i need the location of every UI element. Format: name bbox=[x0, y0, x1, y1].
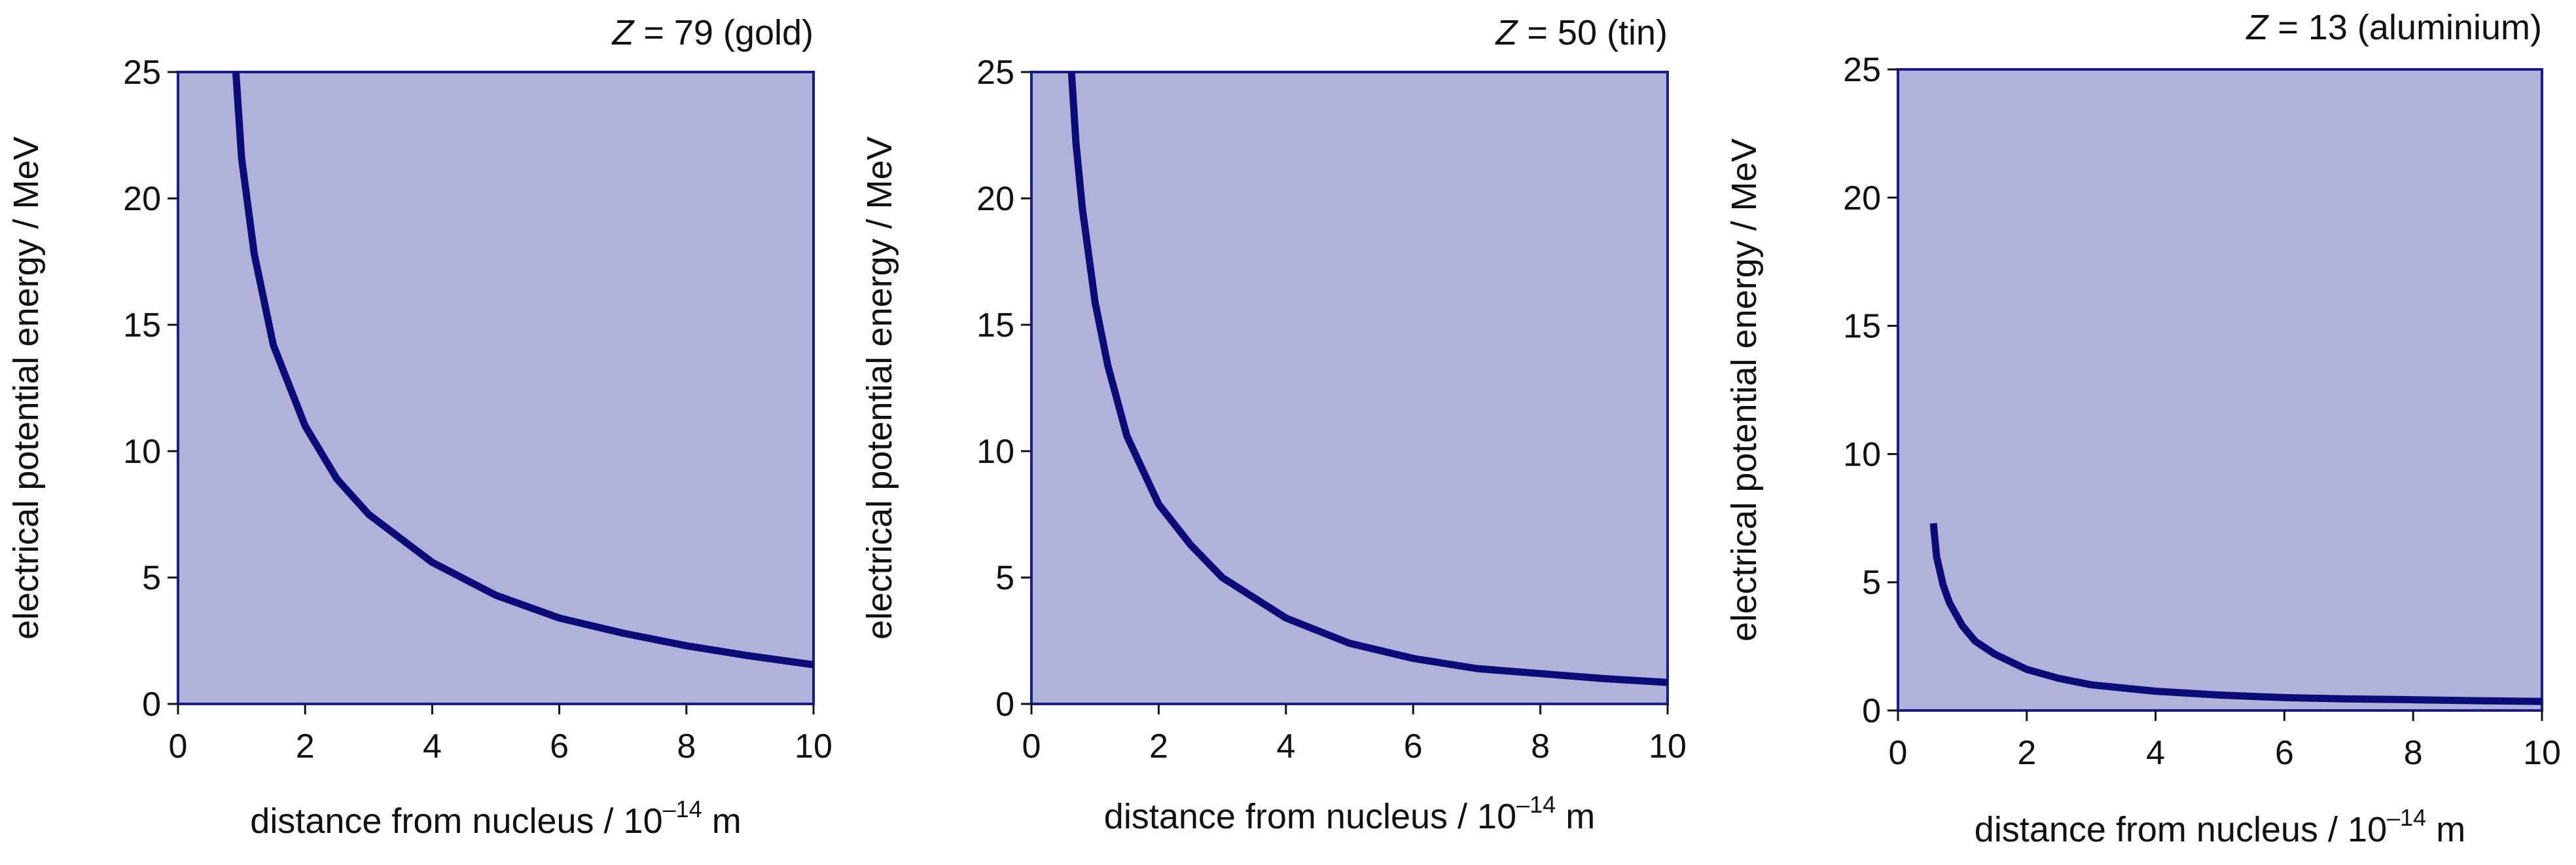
y-tick-label: 5 bbox=[142, 559, 161, 597]
plot-area bbox=[177, 71, 815, 705]
chart-title: Z = 79 (gold) bbox=[611, 13, 814, 52]
y-tick-label: 25 bbox=[1843, 51, 1881, 89]
x-tick-label: 10 bbox=[795, 727, 832, 765]
y-tick-label: 20 bbox=[1843, 179, 1881, 217]
x-tick-label: 2 bbox=[296, 727, 315, 765]
x-axis-label: distance from nucleus / 10–14 m bbox=[1104, 791, 1595, 836]
x-axis-label-exponent: –14 bbox=[1516, 791, 1556, 818]
y-tick-label: 0 bbox=[1862, 692, 1881, 730]
x-tick-label: 2 bbox=[1149, 727, 1168, 765]
y-tick-label: 20 bbox=[123, 180, 161, 218]
y-tick-label: 10 bbox=[976, 433, 1014, 471]
chart-title: Z = 13 (aluminium) bbox=[2245, 8, 2542, 47]
y-tick-label: 0 bbox=[142, 686, 161, 724]
y-tick-label: 15 bbox=[123, 306, 161, 344]
x-axis-label-text: distance from nucleus / 10 bbox=[1104, 797, 1516, 836]
potential-energy-curve bbox=[1067, 71, 1668, 686]
potential-energy-curve bbox=[1929, 523, 2543, 705]
x-tick-label: 4 bbox=[2146, 734, 2165, 772]
x-tick-label: 8 bbox=[2404, 734, 2423, 772]
plot-area bbox=[1897, 68, 2543, 712]
x-axis-label-unit: m bbox=[2426, 810, 2465, 849]
y-tick-label: 10 bbox=[123, 433, 161, 471]
title-text: = 13 (aluminium) bbox=[2268, 8, 2542, 47]
title-text: = 50 (tin) bbox=[1517, 13, 1668, 52]
chart-panel-3: 0 2 4 6 8 10 0 5 10 15 20 25 Z = 13 (aluminium) dista… bbox=[1725, 8, 2561, 849]
x-tick-label: 6 bbox=[550, 727, 569, 765]
x-tick-label: 0 bbox=[1889, 734, 1908, 772]
x-axis-label-exponent: –14 bbox=[663, 796, 702, 822]
y-tick-label: 15 bbox=[976, 306, 1014, 344]
y-axis-label: electrical potential energy / MeV bbox=[7, 136, 46, 639]
y-tick-label: 10 bbox=[1843, 435, 1881, 473]
x-tick-label: 6 bbox=[1404, 727, 1423, 765]
x-tick-label: 8 bbox=[1531, 727, 1550, 765]
title-variable: Z bbox=[2245, 8, 2269, 47]
chart-title: Z = 50 (tin) bbox=[1494, 13, 1668, 52]
y-tick-label: 20 bbox=[976, 180, 1014, 218]
y-tick-label: 5 bbox=[1862, 564, 1881, 602]
y-tick-label: 25 bbox=[976, 54, 1014, 92]
x-tick-label: 10 bbox=[1649, 727, 1687, 765]
title-text: = 79 (gold) bbox=[634, 13, 814, 52]
chart-panel-2: 0 2 4 6 8 10 0 5 10 15 20 25 Z = 50 (tin) distance fr… bbox=[860, 13, 1687, 836]
x-axis-label-text: distance from nucleus / 10 bbox=[250, 801, 662, 841]
x-axis-label-unit: m bbox=[702, 801, 742, 841]
x-tick-label: 6 bbox=[2275, 734, 2294, 772]
plot-area bbox=[1030, 71, 1669, 705]
chart-panel-1: 0 2 4 6 8 10 0 5 10 15 20 25 Z = 79 (gold) distance f… bbox=[7, 13, 832, 841]
x-axis-label: distance from nucleus / 10–14 m bbox=[250, 796, 741, 841]
x-tick-label: 8 bbox=[677, 727, 696, 765]
y-tick-label: 25 bbox=[123, 54, 161, 92]
y-tick-label: 0 bbox=[995, 686, 1014, 724]
y-tick-label: 15 bbox=[1843, 308, 1881, 346]
y-tick-label: 5 bbox=[995, 559, 1014, 597]
x-axis-label-exponent: –14 bbox=[2387, 804, 2426, 831]
x-tick-label: 4 bbox=[1276, 727, 1295, 765]
x-axis-label-unit: m bbox=[1556, 797, 1595, 836]
y-axis-label: electrical potential energy / MeV bbox=[1725, 138, 1764, 641]
x-tick-label: 10 bbox=[2523, 734, 2561, 772]
title-variable: Z bbox=[611, 13, 635, 52]
x-tick-label: 0 bbox=[1022, 727, 1041, 765]
x-tick-label: 2 bbox=[2017, 734, 2036, 772]
title-variable: Z bbox=[1494, 13, 1518, 52]
x-axis-label-text: distance from nucleus / 10 bbox=[1975, 810, 2387, 849]
y-axis-label: electrical potential energy / MeV bbox=[860, 136, 899, 639]
x-axis-label: distance from nucleus / 10–14 m bbox=[1975, 804, 2465, 849]
potential-energy-curve bbox=[232, 71, 814, 669]
x-tick-label: 4 bbox=[423, 727, 442, 765]
x-tick-label: 0 bbox=[169, 727, 188, 765]
